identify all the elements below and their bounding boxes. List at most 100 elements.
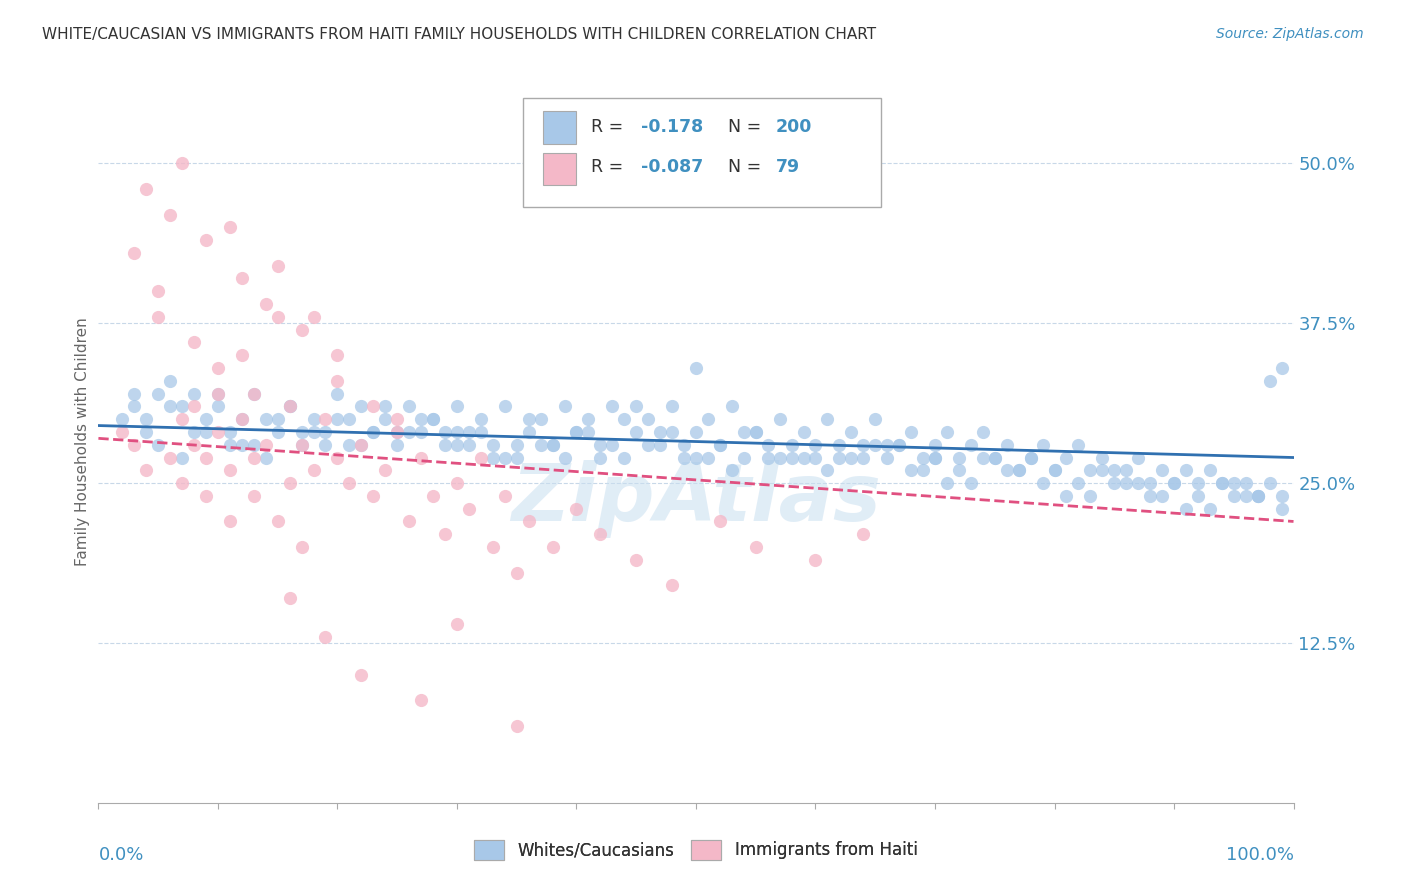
Point xyxy=(984,450,1007,465)
Point xyxy=(589,450,612,465)
Point xyxy=(1032,438,1054,452)
Point xyxy=(326,412,349,426)
Point xyxy=(350,438,373,452)
Point xyxy=(554,450,576,465)
Point xyxy=(924,450,946,465)
Point xyxy=(172,412,194,426)
Point xyxy=(554,400,576,414)
Point xyxy=(326,386,349,401)
Point xyxy=(804,450,827,465)
Point xyxy=(733,425,755,439)
Point xyxy=(1128,476,1150,491)
Point xyxy=(195,233,218,247)
Point xyxy=(828,438,851,452)
Point xyxy=(326,450,349,465)
Point xyxy=(1008,463,1031,477)
Point xyxy=(673,450,696,465)
Point xyxy=(900,425,922,439)
Point xyxy=(911,463,934,477)
Point xyxy=(911,450,934,465)
Point xyxy=(865,438,887,452)
Point xyxy=(745,540,768,554)
Point xyxy=(852,438,875,452)
Point xyxy=(972,450,994,465)
Point xyxy=(1247,489,1270,503)
Point xyxy=(1199,463,1222,477)
Point xyxy=(159,374,181,388)
Point xyxy=(267,412,290,426)
Point xyxy=(207,386,229,401)
Point xyxy=(637,412,659,426)
Point xyxy=(1104,463,1126,477)
Point xyxy=(172,156,194,170)
Point xyxy=(302,310,325,324)
Bar xyxy=(543,153,576,185)
Point xyxy=(1043,463,1066,477)
Point xyxy=(446,476,468,491)
Point xyxy=(721,463,744,477)
Text: 100.0%: 100.0% xyxy=(1226,847,1294,864)
Point xyxy=(1091,463,1114,477)
Point xyxy=(900,463,922,477)
Point xyxy=(422,489,444,503)
Point xyxy=(1175,463,1198,477)
Point xyxy=(709,438,731,452)
Point xyxy=(1234,476,1257,491)
Point xyxy=(697,450,720,465)
Point xyxy=(291,438,314,452)
Point xyxy=(613,450,636,465)
Point xyxy=(470,412,492,426)
Point xyxy=(385,412,409,426)
Point xyxy=(183,438,205,452)
Point xyxy=(148,285,170,299)
Point xyxy=(876,450,898,465)
Point xyxy=(135,425,157,439)
Point xyxy=(733,450,755,465)
Point xyxy=(111,425,134,439)
Point xyxy=(1139,489,1161,503)
Point xyxy=(172,476,194,491)
Point xyxy=(780,450,803,465)
Point xyxy=(243,438,266,452)
Point xyxy=(1211,476,1233,491)
Point xyxy=(1223,489,1246,503)
Point xyxy=(1043,463,1066,477)
Point xyxy=(481,540,505,554)
Point xyxy=(948,463,970,477)
Point xyxy=(398,425,420,439)
Point xyxy=(219,515,242,529)
Point xyxy=(148,438,170,452)
Point xyxy=(291,425,314,439)
Point xyxy=(793,425,815,439)
Point xyxy=(135,463,157,477)
Text: 200: 200 xyxy=(776,119,813,136)
Text: -0.087: -0.087 xyxy=(641,158,703,176)
Point xyxy=(422,412,444,426)
Point xyxy=(841,425,863,439)
Point xyxy=(876,438,898,452)
Point xyxy=(756,450,779,465)
Point xyxy=(411,412,433,426)
Text: Source: ZipAtlas.com: Source: ZipAtlas.com xyxy=(1216,27,1364,41)
Point xyxy=(278,476,301,491)
Point xyxy=(124,246,146,260)
Point xyxy=(326,348,349,362)
Point xyxy=(1187,476,1209,491)
Text: -0.178: -0.178 xyxy=(641,119,703,136)
Point xyxy=(219,425,242,439)
Point xyxy=(685,425,707,439)
Point xyxy=(565,425,588,439)
Point xyxy=(530,412,553,426)
Point xyxy=(517,515,540,529)
Point xyxy=(517,412,540,426)
Point xyxy=(578,425,600,439)
Point xyxy=(385,425,409,439)
Point xyxy=(1091,450,1114,465)
Point xyxy=(1056,450,1078,465)
Point xyxy=(1032,476,1054,491)
Point xyxy=(470,425,492,439)
Point xyxy=(278,591,301,606)
Point xyxy=(1258,374,1281,388)
Point xyxy=(446,616,468,631)
Point xyxy=(446,425,468,439)
